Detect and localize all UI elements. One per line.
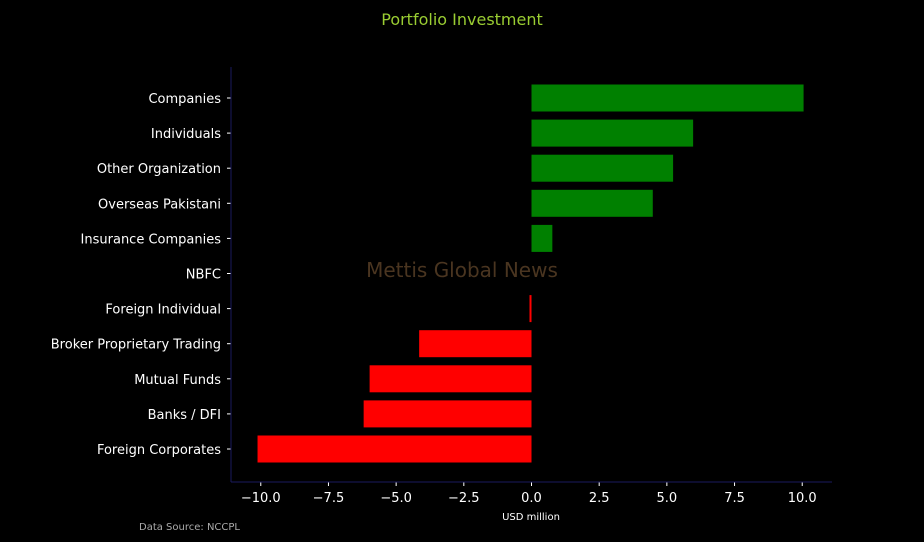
x-tick-label: 10.0 [788,491,817,506]
bar [257,435,532,463]
x-axis-label: USD million [502,512,560,523]
x-tick-label: 5.0 [657,491,678,506]
bar [531,154,674,182]
bar [531,189,653,217]
category-label: Overseas Pakistani [98,197,221,212]
category-labels: Companies Individuals Other Organization Ov… [51,92,231,458]
x-tick-label: 0.0 [521,491,542,506]
bar [369,365,532,393]
category-label: NBFC [186,268,221,283]
watermark-text: Mettis Global News [366,258,558,282]
bar [529,295,532,323]
category-label: Insurance Companies [81,232,222,247]
data-source-note: Data Source: NCCPL [139,522,240,533]
x-tick-label: −5.0 [380,491,412,506]
x-tick-label: −7.5 [313,491,345,506]
category-label: Individuals [151,127,221,142]
x-tick-label: −2.5 [448,491,480,506]
x-tick-label: 7.5 [724,491,745,506]
bar [419,330,532,358]
bar [531,84,804,112]
chart-title: Portfolio Investment [381,10,543,29]
category-label: Banks / DFI [148,408,221,423]
category-label: Companies [148,92,221,107]
category-label: Other Organization [97,162,221,177]
x-tick-label: −10.0 [241,491,281,506]
category-label: Foreign Individual [105,303,221,318]
bar [531,224,553,252]
category-label: Foreign Corporates [97,443,221,458]
bar [531,119,694,147]
bar [363,400,532,428]
x-axis-ticks: −10.0 −7.5 −5.0 −2.5 0.0 2.5 5.0 7.5 10.0 [241,482,817,506]
bars-layer [257,84,804,463]
x-tick-label: 2.5 [589,491,610,506]
category-label: Broker Proprietary Trading [51,338,221,353]
category-label: Mutual Funds [134,373,221,388]
